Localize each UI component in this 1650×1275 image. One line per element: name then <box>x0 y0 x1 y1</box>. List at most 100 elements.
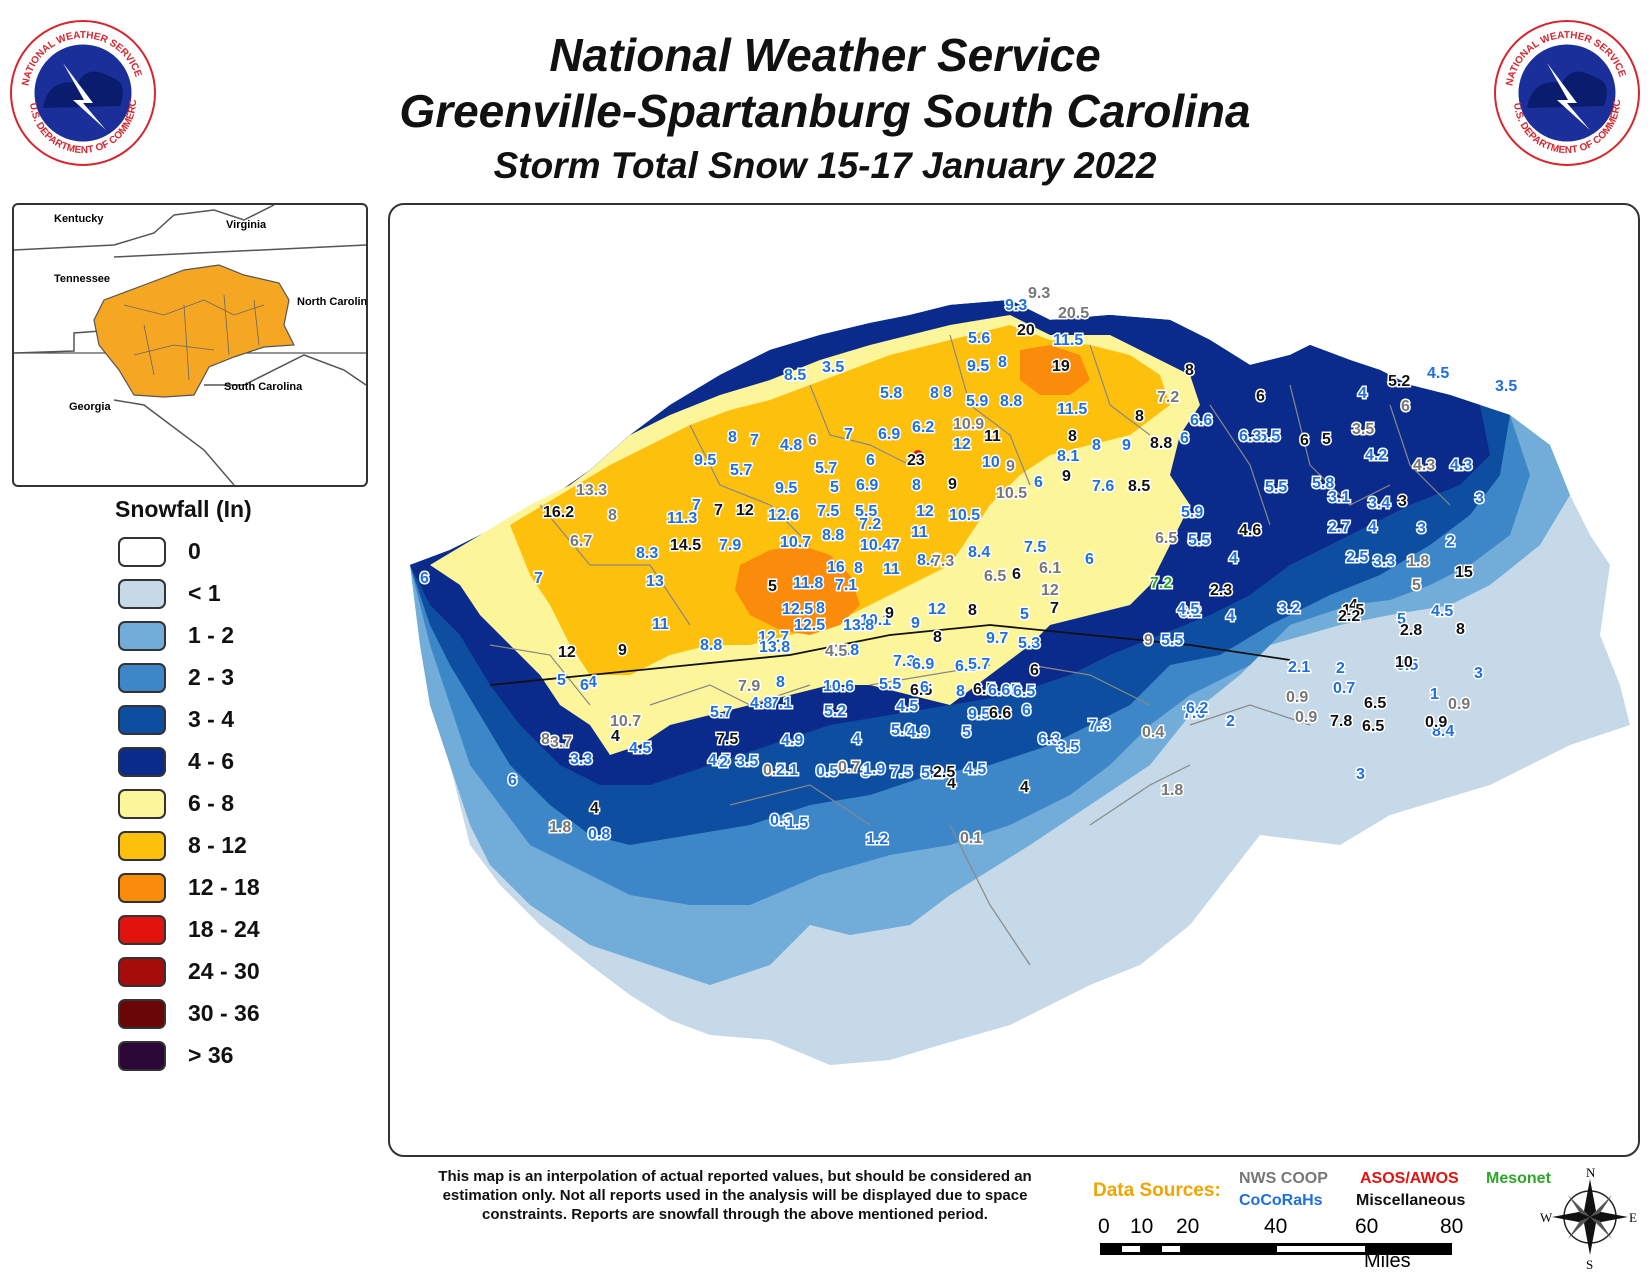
snow-report-cocorahs: 2.1 <box>776 762 798 779</box>
snow-report-coop: 0.5 <box>763 762 785 779</box>
snow-report-cocorahs: 8.8 <box>1000 393 1022 410</box>
scale-tick-60: 60 <box>1355 1215 1378 1238</box>
scale-tick-0: 0 <box>1098 1215 1110 1238</box>
snow-report-cocorahs: 1.2 <box>866 831 888 848</box>
snow-report-cocorahs: 4.5 <box>1177 601 1199 618</box>
legend-swatch <box>118 915 166 945</box>
snow-report-cocorahs: 6.5 <box>955 658 977 675</box>
snow-report-coop: 4.5 <box>825 643 847 660</box>
snow-report-cocorahs: 4 <box>852 731 861 748</box>
snow-report-misc: 8.5 <box>1128 478 1150 495</box>
scale-tick-20: 20 <box>1176 1215 1199 1238</box>
legend-label: 2 - 3 <box>188 664 235 690</box>
source-cocorahs: CoCoRaHs <box>1239 1192 1323 1209</box>
snow-report-coop: 1.8 <box>1407 553 1429 570</box>
snow-report-cocorahs: 11.5 <box>1057 401 1087 418</box>
snow-report-cocorahs: 5.7 <box>968 656 990 673</box>
snow-report-coop: 1.8 <box>1161 782 1183 799</box>
snow-report-cocorahs: 4.9 <box>907 724 929 741</box>
snow-report-cocorahs: 7.5 <box>817 503 839 520</box>
snow-report-misc: 2.3 <box>1210 582 1232 599</box>
snow-report-cocorahs: 7.6 <box>1183 705 1205 722</box>
inset-label-georgia: Georgia <box>69 401 111 413</box>
snow-report-misc: 6.6 <box>989 705 1011 722</box>
legend-label: 8 - 12 <box>188 832 247 858</box>
snow-report-misc: 12 <box>736 502 754 519</box>
snow-report-cocorahs: 3.5 <box>1495 378 1517 395</box>
snow-report-misc: 3 <box>1398 493 1407 510</box>
inset-label-kentucky: Kentucky <box>54 213 104 225</box>
snow-report-coop: 1.8 <box>549 819 571 836</box>
snow-report-misc: 5 <box>1322 431 1331 448</box>
legend-swatch <box>118 999 166 1029</box>
legend-label: > 36 <box>188 1042 234 1068</box>
snow-report-cocorahs: 6 <box>866 452 875 469</box>
legend-swatch <box>118 705 166 735</box>
snow-report-misc: 9 <box>948 476 957 493</box>
snow-report-cocorahs: 8.4 <box>968 544 990 561</box>
snow-report-cocorahs: 4.5 <box>629 740 651 757</box>
snow-report-misc: 7.8 <box>1330 713 1352 730</box>
legend-swatch <box>118 537 166 567</box>
inset-highlight-region <box>93 264 295 398</box>
snow-report-cocorahs: 7 <box>844 426 853 443</box>
snowfall-map: 9.3 9.3 20.5 20 11.5 5.6 19 9.5 8 8 3.5 8.5 8 7.2 6 5.2… <box>388 203 1640 1157</box>
inset-label-tennessee: Tennessee <box>54 273 110 285</box>
snow-report-cocorahs: 11.3 <box>667 510 697 527</box>
snow-report-cocorahs: 12.5 <box>794 617 825 634</box>
snow-report-misc: 7 <box>1050 600 1059 617</box>
snow-report-cocorahs: 8 <box>956 683 965 700</box>
legend-label: 24 - 30 <box>188 958 260 984</box>
scale-unit: Miles <box>1364 1250 1411 1270</box>
snow-report-coop: 6.5 <box>984 568 1006 585</box>
snow-report-cocorahs: 5.5 <box>1265 479 1287 496</box>
snow-report-misc: 8 <box>1068 428 1077 445</box>
snow-report-misc: 6.5 <box>1362 718 1384 735</box>
snow-report-cocorahs: 9.3 <box>1005 297 1027 314</box>
snow-report-coop: 10.5 <box>996 485 1027 502</box>
snow-report-cocorahs: 6 <box>1022 702 1031 719</box>
compass-s: S <box>1586 1257 1593 1270</box>
snow-report-cocorahs: 11 <box>652 616 669 633</box>
snow-report-cocorahs: 5 <box>962 724 971 741</box>
snow-report-cocorahs: 2.1 <box>1288 659 1310 676</box>
legend-swatch <box>118 789 166 819</box>
snow-report-cocorahs: 9.5 <box>775 480 797 497</box>
legend-label: 4 - 6 <box>188 748 235 774</box>
snow-report-cocorahs: 6.5 <box>1013 683 1035 700</box>
snow-report-cocorahs: 9.5 <box>967 358 989 375</box>
snow-report-misc: 4 <box>611 728 620 745</box>
legend-label: 0 <box>188 538 201 564</box>
snow-report-cocorahs: 8.1 <box>1057 448 1079 465</box>
snow-report-cocorahs: 9 <box>1122 437 1131 454</box>
snow-report-misc: 7.5 <box>716 731 738 748</box>
snow-report-cocorahs: 6 <box>508 772 517 789</box>
snow-report-cocorahs: 0.5 <box>816 763 838 780</box>
legend-label: 3 - 4 <box>188 706 235 732</box>
snow-report-cocorahs: 5 <box>1011 682 1020 699</box>
snow-report-cocorahs: 6 <box>1034 474 1043 491</box>
snow-report-cocorahs: 3.3 <box>1373 553 1395 570</box>
snow-report-coop: 7.3 <box>932 553 954 570</box>
snow-report-cocorahs: 12.6 <box>768 507 799 524</box>
snow-report-misc: 12 <box>558 644 576 661</box>
snow-report-cocorahs: 1 <box>1430 686 1439 703</box>
snow-report-cocorahs: 5.6 <box>968 330 990 347</box>
snow-report-coop: 0.4 <box>1142 724 1164 741</box>
snow-report-cocorahs: 5.9 <box>966 393 988 410</box>
region-12-18-north <box>1020 345 1090 395</box>
snow-report-coop: 8 <box>608 507 617 524</box>
snow-report-coop: 9 <box>1006 458 1015 475</box>
snow-report-cocorahs: 7.3 <box>893 653 915 670</box>
snow-report-cocorahs: 5.5 <box>855 503 877 520</box>
snow-report-misc: 5.2 <box>1388 373 1410 390</box>
snow-report-cocorahs: 7.1 <box>835 577 857 594</box>
snow-report-coop: 6 <box>808 432 817 449</box>
snow-report-cocorahs: 11 <box>911 524 928 541</box>
title-line-2: Greenville-Spartanburg South Carolina <box>399 85 1251 137</box>
inset-locator-map: Kentucky Virginia Tennessee North Caroli… <box>12 203 368 487</box>
snow-report-misc: 4.6 <box>1239 522 1261 539</box>
snow-report-cocorahs: 4 <box>1229 550 1238 567</box>
snow-report-cocorahs: 5.2 <box>921 765 943 782</box>
snow-report-misc: 8 <box>1185 362 1194 379</box>
